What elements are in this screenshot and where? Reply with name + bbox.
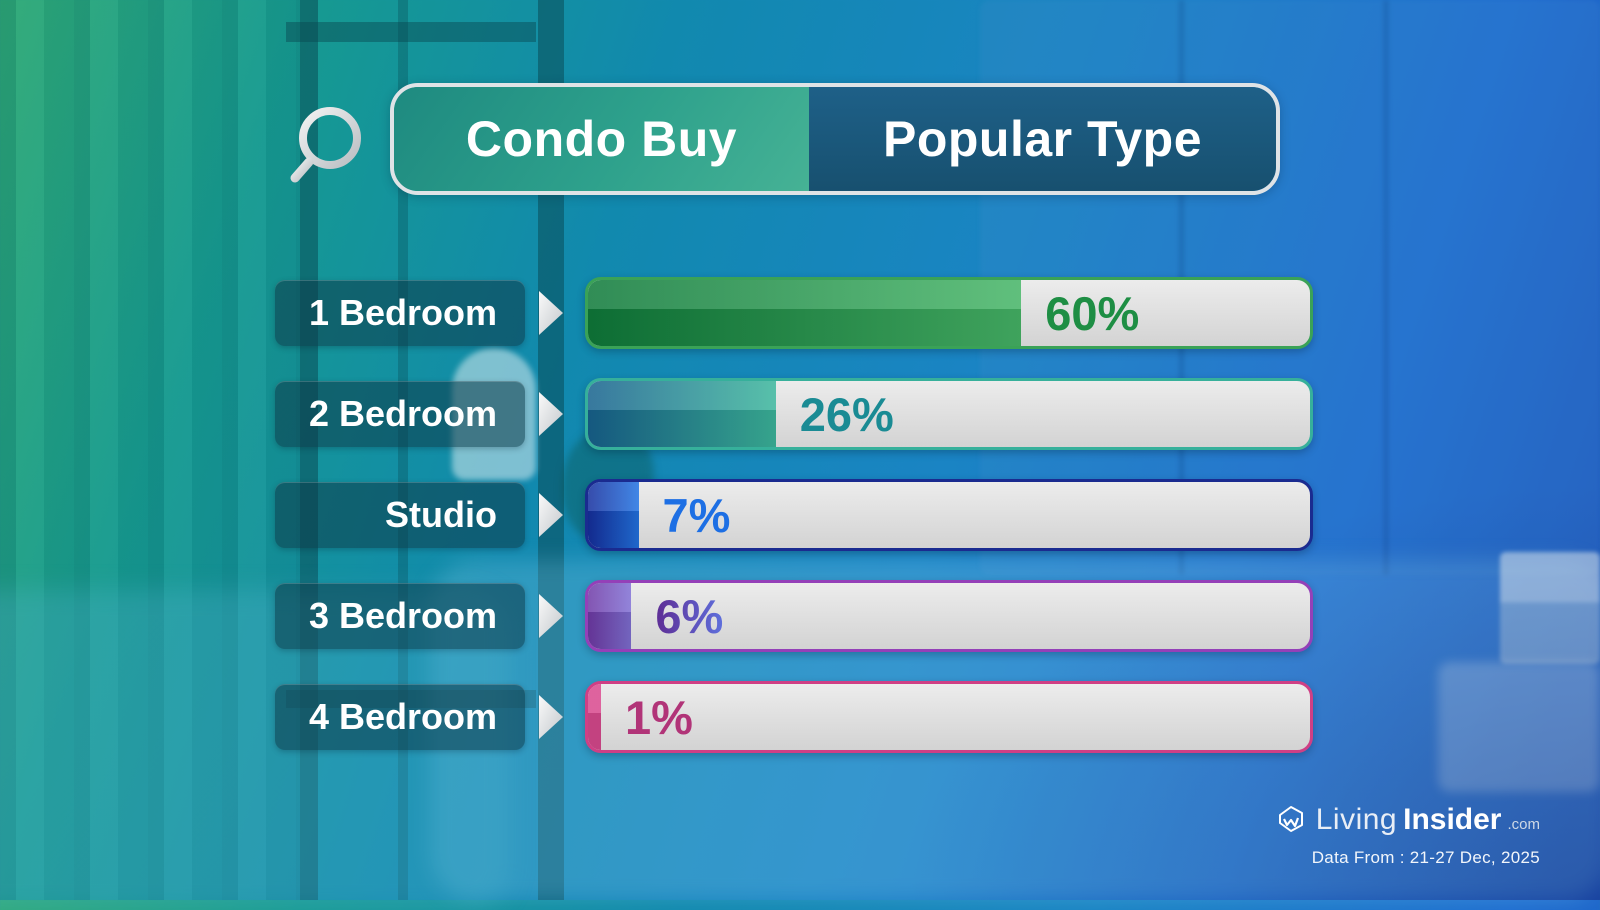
chart-row: Studio 7% <box>275 479 1313 551</box>
brand-insider: Insider <box>1403 803 1502 836</box>
bar-value-label: 7% <box>662 488 731 542</box>
tab-condo-buy[interactable]: Condo Buy <box>394 87 809 191</box>
bar-value-label: 26% <box>799 387 894 441</box>
search-bar: Condo Buy Popular Type <box>390 83 1280 195</box>
category-label: 3 Bedroom <box>275 583 525 649</box>
tab-popular-type[interactable]: Popular Type <box>809 87 1276 191</box>
category-label: 2 Bedroom <box>275 381 525 447</box>
bar-track: 1% <box>585 681 1313 753</box>
category-label: Studio <box>275 482 525 548</box>
brand-living: Living <box>1315 803 1398 836</box>
category-label: 4 Bedroom <box>275 684 525 750</box>
chart-row: 3 Bedroom 6% <box>275 580 1313 652</box>
bar-fill <box>588 684 601 750</box>
category-label: 1 Bedroom <box>275 280 525 346</box>
search-icon <box>288 104 364 193</box>
bar-value-label: 1% <box>625 690 693 744</box>
arrow-right-icon <box>539 291 563 335</box>
data-from-label: Data From : 21-27 Dec, 2025 <box>1311 848 1540 867</box>
chart-row: 4 Bedroom 1% <box>275 681 1313 753</box>
bar-fill <box>588 381 776 447</box>
bar-track: 26% <box>585 378 1313 450</box>
side-table-shape <box>1438 662 1600 792</box>
chart-row: 1 Bedroom 60% <box>275 277 1313 349</box>
window-mullion <box>286 22 536 42</box>
curtain-shape <box>0 0 300 900</box>
bar-track: 60% <box>585 277 1313 349</box>
bar-fill <box>588 583 632 649</box>
bar-value-label: 60% <box>1045 286 1140 340</box>
house-logo-icon <box>1276 803 1306 838</box>
bar-track: 6% <box>585 580 1313 652</box>
footer: Living Insider .com Data From : 21-27 Dec,… <box>1276 803 1540 868</box>
brand-tld: .com <box>1507 816 1540 833</box>
tab-condo-buy-label: Condo Buy <box>465 111 738 167</box>
tab-popular-type-label: Popular Type <box>882 111 1202 167</box>
bar-fill <box>588 482 639 548</box>
bar-value-label: 6% <box>655 589 724 643</box>
bar-track: 7% <box>585 479 1313 551</box>
window-mullion <box>398 0 408 900</box>
arrow-right-icon <box>539 493 563 537</box>
brand-logo: Living Insider .com <box>1276 803 1540 838</box>
bar-fill <box>588 280 1022 346</box>
books-shape <box>1500 552 1600 664</box>
arrow-right-icon <box>539 594 563 638</box>
chart-row: 2 Bedroom 26% <box>275 378 1313 450</box>
arrow-right-icon <box>539 392 563 436</box>
bar-chart: 1 Bedroom 60% 2 Bedroom <box>275 277 1313 782</box>
arrow-right-icon <box>539 695 563 739</box>
